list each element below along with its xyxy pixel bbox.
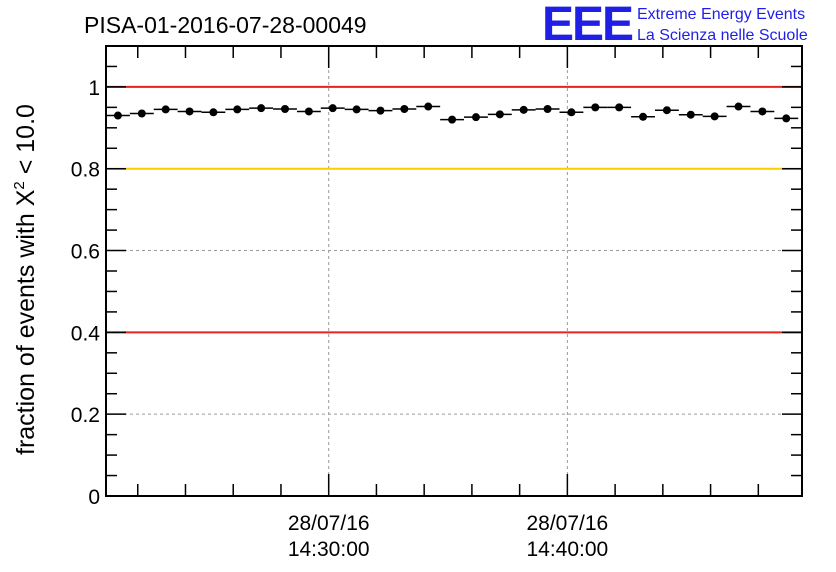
y-tick-label: 0.6 <box>71 241 100 264</box>
data-point <box>233 105 242 114</box>
data-point <box>137 109 146 118</box>
chart-title: PISA-01-2016-07-28-00049 <box>84 12 367 38</box>
data-point <box>543 105 552 113</box>
tick-labels: 0 0.2 0.4 0.6 0.8 1 28/07/16 14:30:00 28/07/16 14… <box>71 77 608 561</box>
eee-logo-line2: La Scienza nelle Scuole <box>637 27 808 44</box>
data-point <box>639 112 648 121</box>
data-point <box>281 105 290 113</box>
data-point <box>591 103 600 112</box>
data-point <box>710 112 719 121</box>
y-axis-label: fraction of events with X2 < 10.0 <box>11 104 40 455</box>
data-point <box>328 104 337 113</box>
data-point <box>400 105 409 113</box>
x-tick-label-time: 14:40:00 <box>526 538 608 561</box>
data-series <box>106 102 799 124</box>
eee-logo-line1: Extreme Energy Events <box>637 6 805 23</box>
reference-lines <box>106 85 802 334</box>
data-point <box>471 113 480 122</box>
y-axis-label-suffix: < 10.0 <box>12 104 40 181</box>
data-point <box>448 115 457 124</box>
data-point <box>782 114 791 123</box>
y-axis-label-prefix: fraction of events with <box>12 206 40 455</box>
data-point <box>304 107 313 116</box>
data-point <box>495 110 504 119</box>
y-axis-label-superscript: 2 <box>11 181 28 189</box>
y-tick-label: 0.8 <box>71 159 100 182</box>
data-point <box>185 107 194 116</box>
x-tick-label-date: 28/07/16 <box>526 512 608 535</box>
x-tick-label-date: 28/07/16 <box>288 512 370 535</box>
y-tick-label: 0.4 <box>71 322 101 345</box>
eee-logo: EEE Extreme Energy Events La Scienza nel… <box>542 0 808 51</box>
data-point <box>567 108 576 117</box>
data-point <box>686 110 695 119</box>
data-point <box>161 105 170 114</box>
data-point <box>662 106 671 115</box>
data-point <box>758 107 767 116</box>
data-point <box>352 105 361 114</box>
axes <box>105 45 803 497</box>
data-point <box>257 104 266 113</box>
y-tick-label: 1 <box>88 77 100 100</box>
data-point <box>209 108 218 117</box>
data-point <box>734 102 743 111</box>
data-point <box>424 102 433 111</box>
data-point <box>113 111 122 120</box>
data-point <box>376 106 385 115</box>
eee-logo-letters: EEE <box>542 0 633 51</box>
x-tick-label-time: 14:30:00 <box>288 538 370 561</box>
y-tick-label: 0 <box>88 486 100 509</box>
data-point <box>615 103 624 112</box>
data-point <box>519 105 528 114</box>
y-tick-label: 0.2 <box>71 404 100 427</box>
y-axis-label-symbol: X <box>12 189 40 206</box>
